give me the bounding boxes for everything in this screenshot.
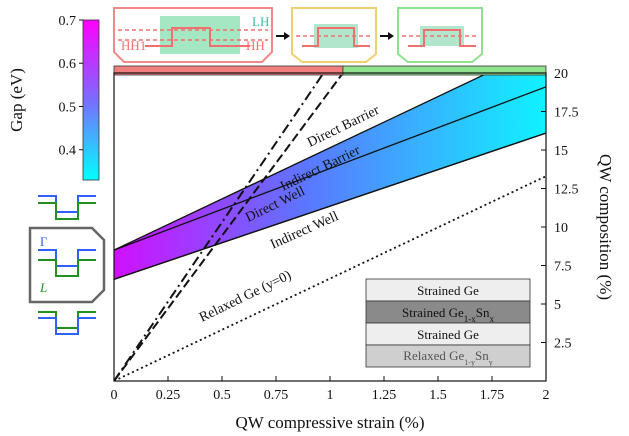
left-inset-top xyxy=(38,195,96,220)
x-tick-label: 0.25 xyxy=(156,388,181,403)
stack-layer-3: Strained Ge xyxy=(417,327,479,342)
x-axis-title: QW compressive strain (%) xyxy=(236,413,425,432)
colorbar xyxy=(82,19,100,181)
y2-tick-label: 5 xyxy=(554,298,561,313)
series-line-6 xyxy=(114,73,344,381)
inset-panel-2 xyxy=(291,7,377,63)
colorbar-tick-label: 0.6 xyxy=(59,57,77,72)
colorbar-tick-label: 0.7 xyxy=(59,14,77,29)
arrow-1 xyxy=(276,32,290,40)
x-tick-label: 0.75 xyxy=(264,388,289,403)
l-label: L xyxy=(39,280,47,295)
inset-label-lh: LH xyxy=(252,14,269,29)
gap-band-fill xyxy=(114,73,546,280)
colorbar-tick-label: 0.4 xyxy=(59,144,77,159)
y2-axis-title: QW composition (%) xyxy=(596,154,615,300)
x-tick-label: 1.75 xyxy=(480,388,505,403)
label-relaxed-ge: Relaxed Ge (y=0) xyxy=(197,268,294,326)
colorbar-tick-label: 0.5 xyxy=(59,100,77,115)
colorbar-title: Gap (eV) xyxy=(7,68,26,132)
y2-tick-label: 12.5 xyxy=(554,183,579,198)
series-line-3 xyxy=(114,132,546,280)
layer-stack-legend: Strained Ge Strained Ge1-xSnx Strained G… xyxy=(365,278,531,368)
x-tick-label: 0 xyxy=(111,388,118,403)
inset-label-hh1: HH1 xyxy=(121,38,146,53)
series-line-5 xyxy=(114,73,325,381)
x-tick-label: 1.25 xyxy=(372,388,397,403)
gamma-label: Γ xyxy=(40,234,48,249)
region-bar-left xyxy=(113,65,344,76)
y2-tick-label: 17.5 xyxy=(554,106,579,121)
inset-label-hh: HH xyxy=(246,38,265,53)
left-inset-middle: Γ L xyxy=(28,226,106,304)
x-tick-label: 1 xyxy=(327,388,334,403)
stack-layer-2: Strained Ge1-xSnx xyxy=(402,305,494,324)
x-tick-label: 0.5 xyxy=(213,388,231,403)
x-tick-label: 2 xyxy=(543,388,550,403)
inset-panel-3 xyxy=(397,7,483,63)
stack-layer-1: Strained Ge xyxy=(417,283,479,298)
series-line-0 xyxy=(114,73,488,251)
left-inset-bottom xyxy=(38,311,96,335)
y2-tick-label: 20 xyxy=(554,67,568,82)
y2-tick-label: 15 xyxy=(554,144,568,159)
region-bar-right xyxy=(342,65,547,76)
inset-panel-1: HH1 LH HH xyxy=(113,7,273,63)
y2-tick-label: 7.5 xyxy=(554,260,572,275)
y2-tick-label: 10 xyxy=(554,221,568,236)
x-tick-label: 1.5 xyxy=(429,388,447,403)
stack-layer-4: Relaxed Ge1-ySny xyxy=(403,348,492,367)
y2-tick-label: 2.5 xyxy=(554,337,572,352)
arrow-2 xyxy=(380,32,394,40)
series-line-1 xyxy=(114,86,546,251)
